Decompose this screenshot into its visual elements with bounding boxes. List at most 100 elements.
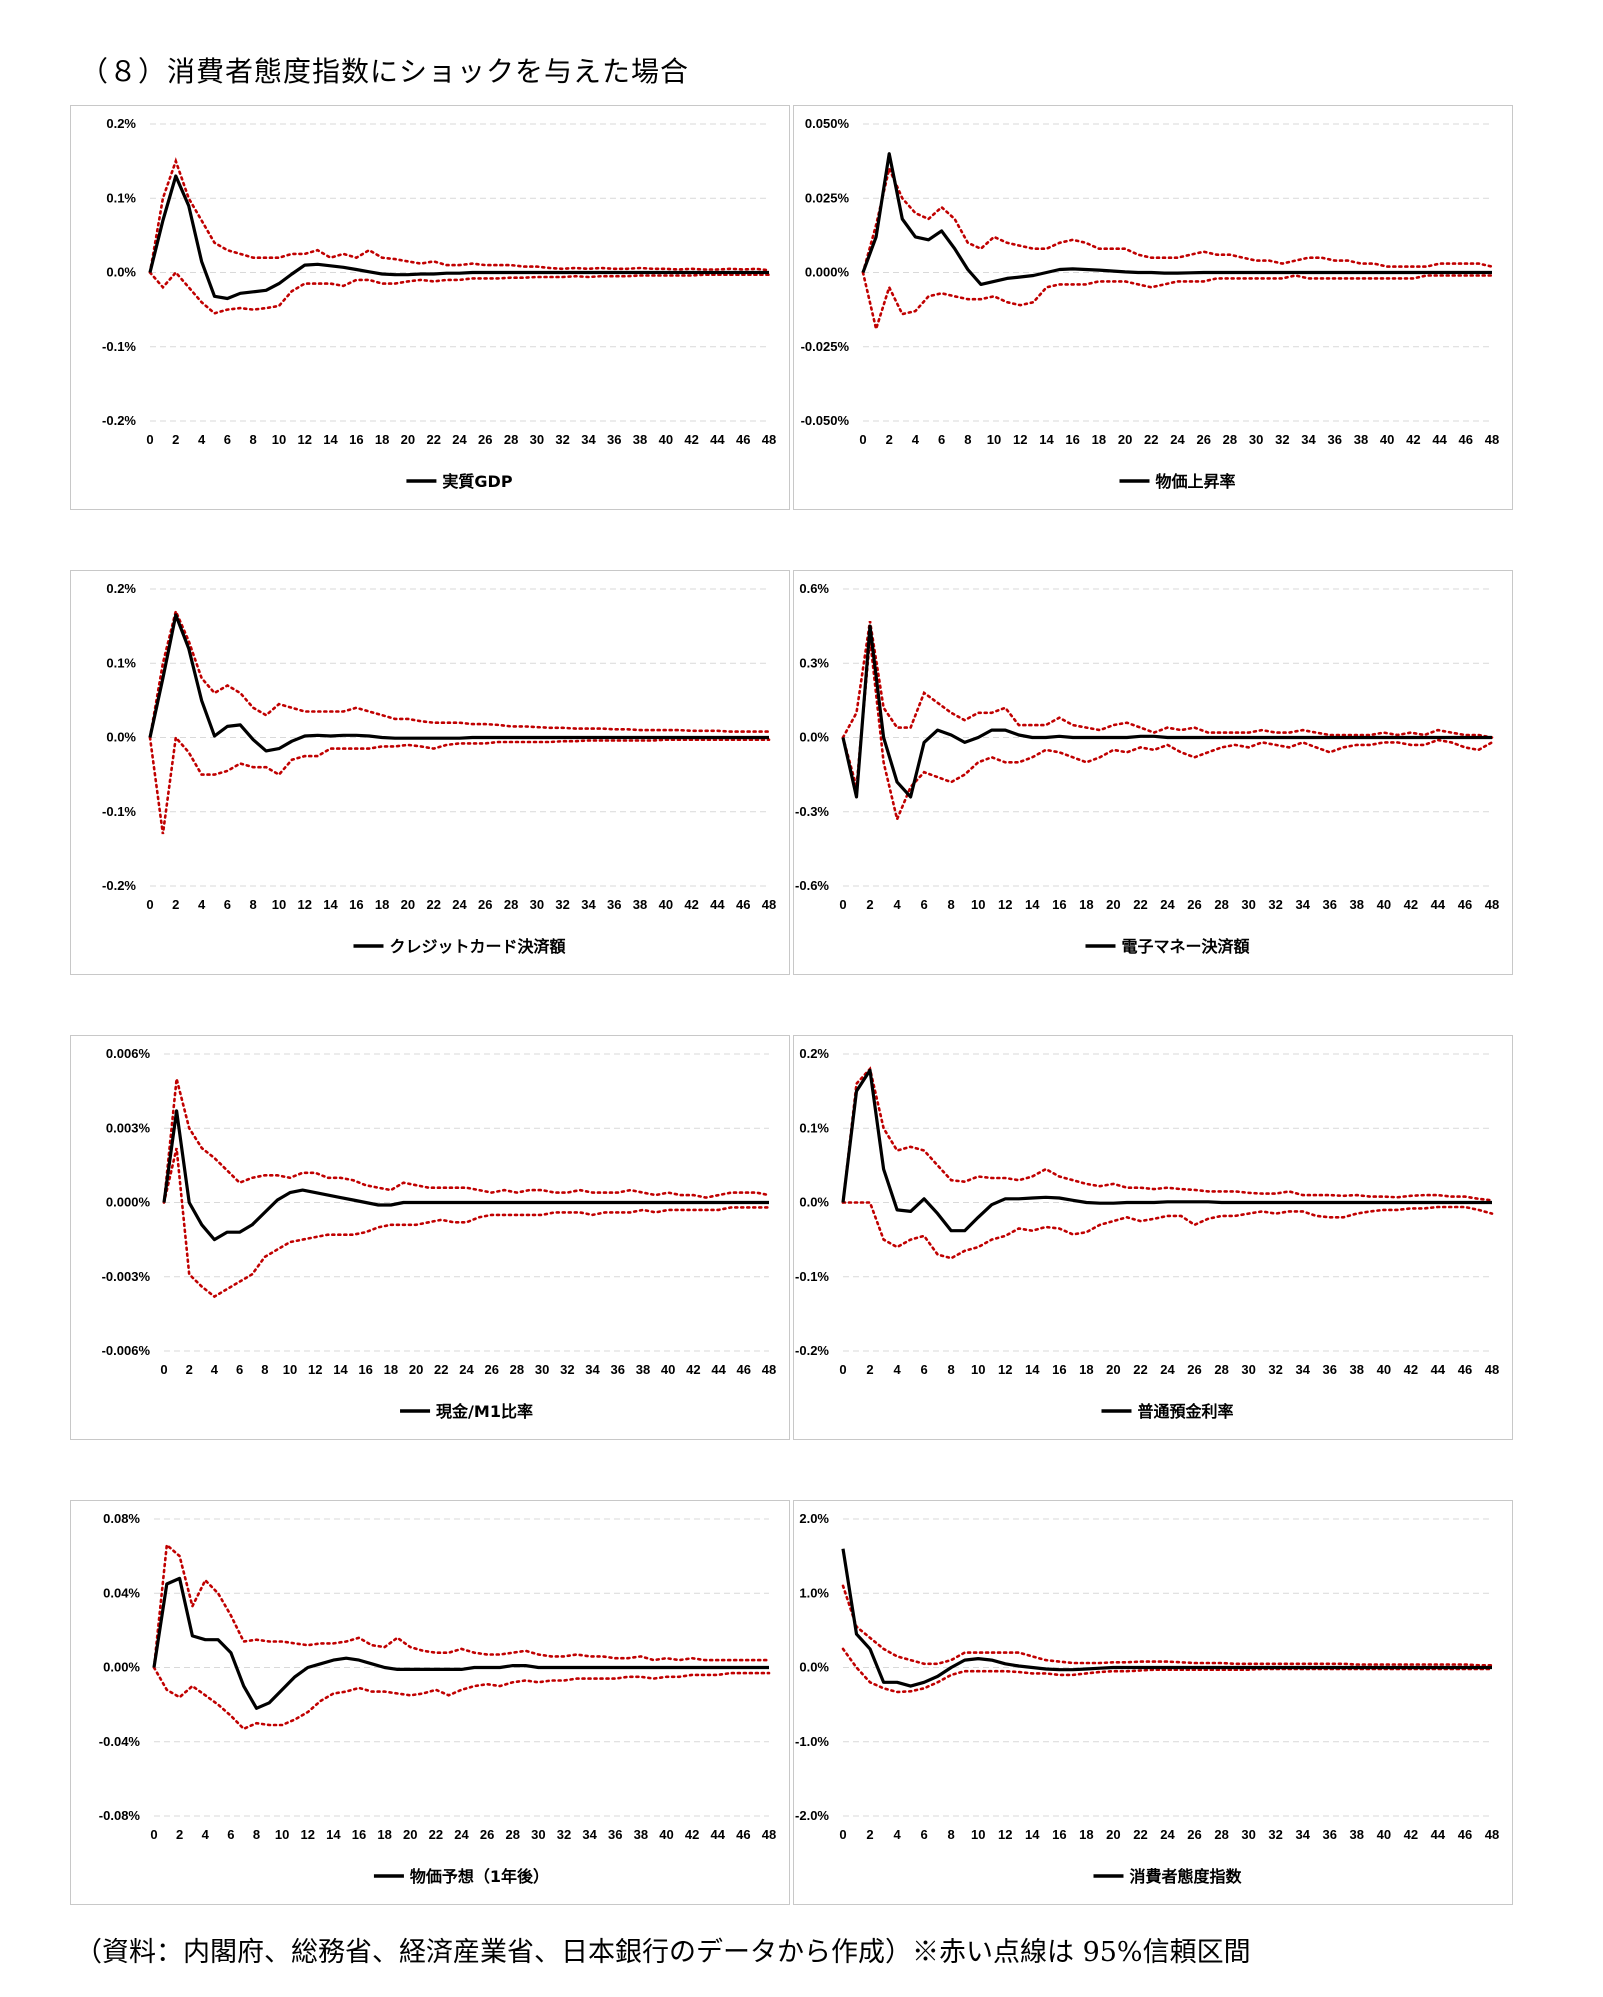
x-tick-label: 36 xyxy=(1323,1827,1337,1842)
y-tick-label: 0.000% xyxy=(805,265,850,280)
x-tick-label: 32 xyxy=(1268,1827,1282,1842)
chart-svg: 0.2%0.1%0.0%-0.1%-0.2%0 2 4 6 8 10 12 14 16 18 20 2… xyxy=(102,581,776,956)
lower-band-line xyxy=(162,1147,771,1299)
y-tick-label: -0.2% xyxy=(795,1343,829,1358)
chart-panel: 0.2% 0.1% 0.0% -0.1% -0.2% 0 2 4 6 8 10 12 14 16 18 20 2… xyxy=(70,570,790,975)
x-tick-label: 16 xyxy=(1052,897,1066,912)
x-tick-label: 20 xyxy=(1106,1827,1120,1842)
response-line xyxy=(148,174,769,301)
x-tick-label: 18 xyxy=(1079,897,1093,912)
x-tick-label: 48 xyxy=(1485,432,1499,447)
y-tick-label: -0.1% xyxy=(102,804,136,819)
x-tick-label: 34 xyxy=(581,432,596,447)
x-tick-label: 10 xyxy=(272,432,286,447)
x-tick-label: 16 xyxy=(358,1362,372,1377)
x-tick-label: 44 xyxy=(710,897,725,912)
x-tick-label: 34 xyxy=(1295,1362,1310,1377)
x-tick-label: 46 xyxy=(736,897,750,912)
x-tick-label: 4 xyxy=(912,432,920,447)
x-tick-label: 20 xyxy=(401,897,415,912)
x-tick-label: 10 xyxy=(275,1827,289,1842)
x-tick-label: 14 xyxy=(326,1827,341,1842)
chart-panel: 2.0% 1.0% 0.0% -1.0% -2.0% 0 2 4 6 8 10 12 14 16 18 20 2… xyxy=(793,1500,1513,1905)
lower-band-line xyxy=(861,271,1494,334)
chart-svg: 0.08%0.04%0.00%-0.04%-0.08%0 2 4 6 8 10 12 14 16… xyxy=(99,1511,776,1886)
x-tick-label: 4 xyxy=(202,1827,210,1842)
response-line xyxy=(841,624,1492,799)
x-tick-label: 22 xyxy=(1133,1827,1147,1842)
page-title: （８）消費者態度指数にショックを与えた場合 xyxy=(80,55,690,88)
x-tick-label: 20 xyxy=(1106,897,1120,912)
y-tick-label: -1.0% xyxy=(795,1734,829,1749)
y-tick-label: 1.0% xyxy=(799,1585,829,1600)
x-tick-label: 40 xyxy=(1377,897,1391,912)
y-tick-label: -0.050% xyxy=(801,413,850,428)
x-tick-label: 42 xyxy=(685,1827,699,1842)
x-tick-label: 4 xyxy=(893,1362,901,1377)
x-tick-label: 2 xyxy=(866,1362,873,1377)
response-line xyxy=(861,152,1492,286)
x-tick-label: 22 xyxy=(1133,897,1147,912)
upper-band-line xyxy=(152,1542,771,1669)
y-tick-label: 0.0% xyxy=(799,730,829,745)
x-tick-label: 22 xyxy=(1133,1362,1147,1377)
x-tick-label: 32 xyxy=(557,1827,571,1842)
x-tick-label: 44 xyxy=(1431,1362,1446,1377)
x-tick-label: 26 xyxy=(1187,1362,1201,1377)
x-tick-label: 18 xyxy=(375,432,389,447)
x-tick-label: 0 xyxy=(160,1362,167,1377)
chart-svg: 0.6%0.3%0.0%-0.3%-0.6%0 2 4 6 8 10 12 14 16 18 20 2… xyxy=(795,581,1499,956)
x-tick-label: 28 xyxy=(1223,432,1237,447)
x-tick-label: 38 xyxy=(634,1827,648,1842)
x-tick-label: 48 xyxy=(1485,1827,1499,1842)
x-tick-label: 16 xyxy=(349,897,363,912)
x-tick-label: 12 xyxy=(298,897,312,912)
x-tick-label: 36 xyxy=(1323,1362,1337,1377)
x-tick-label: 44 xyxy=(710,432,725,447)
x-tick-label: 40 xyxy=(1377,1827,1391,1842)
x-tick-label: 28 xyxy=(1214,897,1228,912)
x-tick-label: 36 xyxy=(611,1362,625,1377)
x-tick-label: 28 xyxy=(1214,1362,1228,1377)
x-tick-label: 38 xyxy=(1350,897,1364,912)
upper-band-line xyxy=(162,1078,771,1204)
x-tick-label: 20 xyxy=(1118,432,1132,447)
x-tick-label: 42 xyxy=(684,432,698,447)
x-tick-label: 8 xyxy=(250,432,257,447)
upper-band-line xyxy=(841,1066,1494,1204)
legend-label: 消費者態度指数 xyxy=(1129,1867,1242,1886)
x-tick-label: 14 xyxy=(1025,1827,1040,1842)
x-tick-label: 6 xyxy=(236,1362,243,1377)
x-tick-label: 20 xyxy=(401,432,415,447)
x-tick-label: 10 xyxy=(987,432,1001,447)
x-tick-label: 18 xyxy=(1092,432,1106,447)
x-tick-label: 0 xyxy=(839,1362,846,1377)
x-tick-label: 48 xyxy=(762,1362,776,1377)
chart-panel: 0.2% 0.1% 0.0% -0.1% -0.2% 0 2 4 6 8 10 12 14 16 18 20 2… xyxy=(70,105,790,510)
y-tick-label: 0.1% xyxy=(106,190,136,205)
x-tick-label: 6 xyxy=(938,432,945,447)
x-tick-label: 8 xyxy=(948,1827,955,1842)
x-tick-label: 26 xyxy=(1196,432,1210,447)
x-tick-label: 22 xyxy=(426,432,440,447)
x-tick-label: 44 xyxy=(1431,1827,1446,1842)
x-tick-label: 46 xyxy=(1458,1827,1472,1842)
response-line xyxy=(841,1068,1492,1233)
y-tick-label: -0.04% xyxy=(99,1734,141,1749)
y-tick-label: 0.050% xyxy=(805,116,850,131)
x-tick-label: 24 xyxy=(1170,432,1185,447)
x-tick-label: 24 xyxy=(1160,897,1175,912)
x-tick-label: 34 xyxy=(581,897,596,912)
y-tick-label: 0.04% xyxy=(103,1585,140,1600)
x-tick-label: 42 xyxy=(1404,1827,1418,1842)
upper-band-line xyxy=(861,164,1494,274)
x-tick-label: 46 xyxy=(736,1827,750,1842)
x-tick-label: 12 xyxy=(1013,432,1027,447)
x-tick-label: 44 xyxy=(1432,432,1447,447)
x-tick-label: 4 xyxy=(893,1827,901,1842)
y-tick-label: -0.2% xyxy=(102,878,136,893)
x-tick-label: 0 xyxy=(146,432,153,447)
y-tick-label: 0.000% xyxy=(106,1195,151,1210)
x-tick-label: 28 xyxy=(1214,1827,1228,1842)
x-tick-label: 4 xyxy=(893,897,901,912)
